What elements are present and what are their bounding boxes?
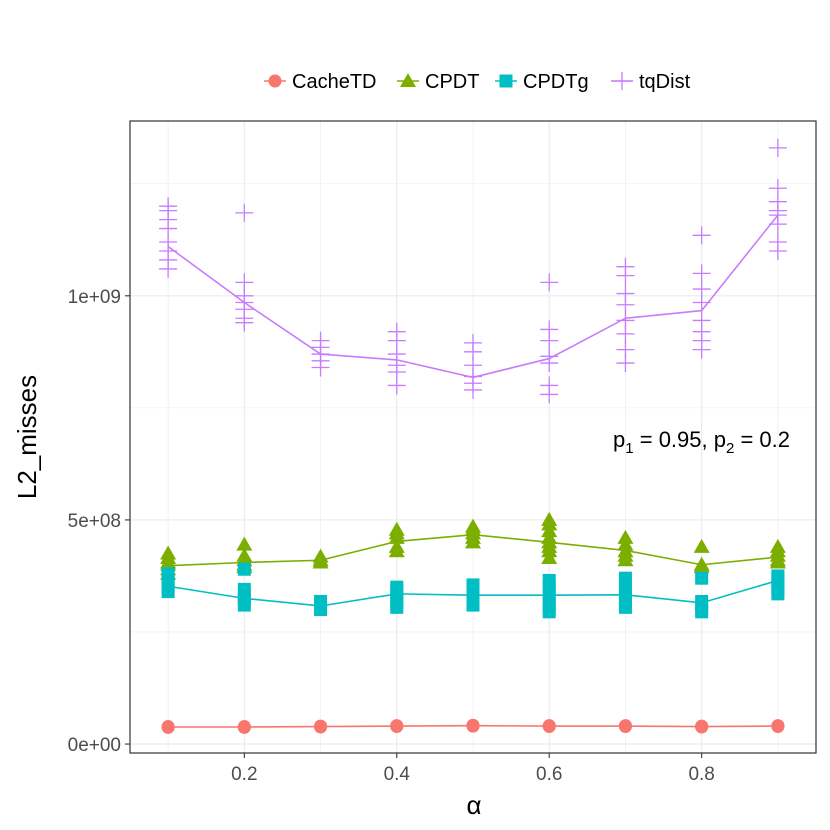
legend-item-tqdist: tqDist xyxy=(611,71,691,93)
cpdtg-point xyxy=(542,573,556,587)
tqdist-point xyxy=(540,320,559,339)
legend-item-cpdt: CPDT xyxy=(397,71,479,93)
legend-item-cachetd: CacheTD xyxy=(264,71,376,93)
y-tick-label: 5e+08 xyxy=(68,511,121,532)
cpdt-point xyxy=(388,538,405,553)
tqdist-point xyxy=(616,311,635,330)
p2-value: = 0.2 xyxy=(734,427,790,452)
x-tick-label: 0.2 xyxy=(231,764,257,785)
cpdtg-point xyxy=(314,594,328,608)
series-tqdist xyxy=(159,138,787,404)
legend-item-cpdtg: CPDTg xyxy=(495,71,589,93)
parameter-annotation: p1 = 0.95, p2 = 0.2 xyxy=(613,427,790,457)
cachetd-point xyxy=(237,720,251,734)
cpdtg-point xyxy=(618,571,632,585)
cpdtg-point xyxy=(695,571,709,585)
cpdtg-point xyxy=(390,580,404,594)
legend-label: tqDist xyxy=(639,71,691,93)
cpdtg-point xyxy=(695,594,709,608)
x-tick-label: 0.8 xyxy=(688,764,714,785)
p2-label: p xyxy=(714,427,726,452)
cpdtg-point xyxy=(161,567,175,581)
legend-label: CPDT xyxy=(425,71,479,93)
cachetd-point xyxy=(390,719,404,733)
tqdist-point xyxy=(692,280,711,299)
series-cpdt xyxy=(160,511,786,580)
tqdist-point xyxy=(692,311,711,330)
legend-label: CPDTg xyxy=(523,71,589,93)
cpdt-point xyxy=(236,547,253,562)
tqdist-point xyxy=(692,226,711,245)
tqdist-point xyxy=(464,333,482,352)
tqdist-point xyxy=(540,376,559,395)
tqdist-point xyxy=(159,197,178,216)
series-cachetd xyxy=(161,718,785,734)
cpdt-point xyxy=(693,538,710,553)
cachetd-point xyxy=(695,719,709,733)
cpdtg-point xyxy=(237,562,251,576)
legend-label: CacheTD xyxy=(292,71,376,93)
legend-key-marker xyxy=(400,73,416,87)
x-tick-label: 0.4 xyxy=(384,764,411,785)
tqdist-point xyxy=(768,138,787,157)
cpdtg-point xyxy=(237,582,251,596)
cpdt-point xyxy=(541,511,558,526)
tqdist-point xyxy=(235,203,254,222)
cpdt-point xyxy=(312,548,329,563)
series-layer xyxy=(159,138,787,734)
cpdtg-point xyxy=(466,578,480,592)
p1-subscript: 1 xyxy=(625,440,633,457)
y-tick-label: 1e+09 xyxy=(68,287,121,308)
x-tick-label: 0.6 xyxy=(536,764,562,785)
cachetd-point xyxy=(771,719,785,733)
cpdt-point xyxy=(769,538,786,553)
axes: 0.2 0.4 0.6 0.8 0e+00 5e+08 1e+09 xyxy=(68,287,715,785)
legend-key-marker xyxy=(268,74,282,88)
plot-panel-border xyxy=(129,120,817,754)
cpdt-point xyxy=(465,518,481,533)
legend-key-marker xyxy=(613,72,631,90)
tqdist-point xyxy=(616,340,635,359)
tqdist-point xyxy=(540,347,559,366)
cpdt-point xyxy=(236,536,253,551)
p1-value: = 0.95, xyxy=(634,427,714,452)
y-axis-title: L2_misses xyxy=(12,375,42,499)
tqdist-point xyxy=(235,273,254,292)
legend: CacheTD CPDT CPDTg tqDist xyxy=(264,71,691,93)
x-axis-title: α xyxy=(466,790,481,820)
legend-key-marker xyxy=(499,74,513,88)
cachetd-point xyxy=(314,719,328,733)
tqdist-point xyxy=(540,273,559,292)
tqdist-point xyxy=(616,284,635,303)
cachetd-point xyxy=(618,719,632,733)
tqdist-point xyxy=(768,179,787,198)
y-tick-label: 0e+00 xyxy=(68,735,121,756)
cachetd-point xyxy=(466,718,480,732)
tqdist-point xyxy=(692,264,711,283)
cpdt-point xyxy=(160,545,177,560)
cachetd-point xyxy=(542,719,556,733)
p1-label: p xyxy=(613,427,625,452)
cpdtg-point xyxy=(771,569,785,583)
tqdist-point xyxy=(768,233,787,252)
cpdt-point xyxy=(388,521,405,536)
cachetd-point xyxy=(161,720,175,734)
series-cpdtg xyxy=(161,562,785,619)
cpdt-point xyxy=(617,529,634,544)
tqdist-point xyxy=(311,331,330,350)
p2-subscript: 2 xyxy=(726,440,734,457)
tqdist-point xyxy=(387,322,406,341)
tqdist-point xyxy=(616,257,635,276)
cpdt-point xyxy=(693,556,710,571)
